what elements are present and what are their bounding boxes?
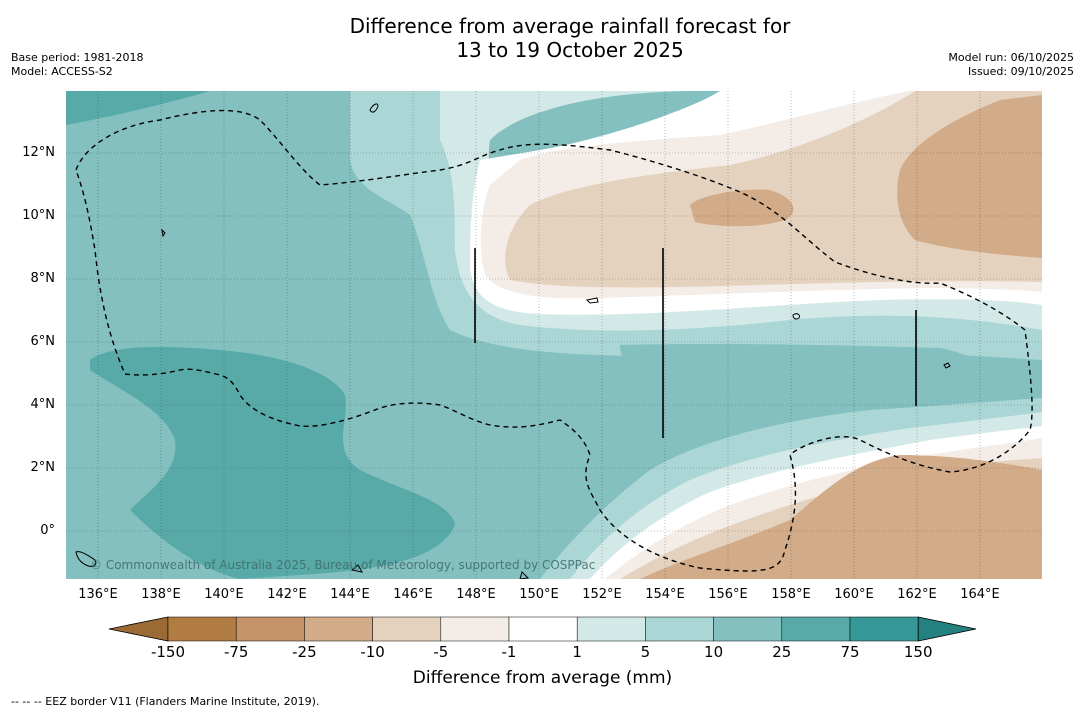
- colorbar-tick-label: 150: [903, 643, 933, 661]
- colorbar-tick-label: 5: [640, 643, 651, 661]
- contour-fills: [66, 91, 1042, 579]
- longitude-label: 136°E: [78, 587, 118, 602]
- colorbar-swatch: [713, 616, 783, 642]
- longitude-label: 152°E: [582, 587, 622, 602]
- colorbar-swatch: [235, 616, 305, 642]
- latitude-label: 0°: [40, 523, 55, 538]
- colorbar-tick-label: 75: [840, 643, 860, 661]
- colorbar-swatch: [781, 616, 851, 642]
- colorbar-swatch: [167, 616, 237, 642]
- colorbar-tick-label: 1: [572, 643, 582, 661]
- base-period: Base period: 1981-2018: [11, 51, 144, 64]
- longitude-label: 154°E: [645, 587, 685, 602]
- colorbar-swatch: [440, 616, 510, 642]
- title-line-1: Difference from average rainfall forecas…: [349, 14, 791, 38]
- latitude-label: 2°N: [30, 460, 56, 475]
- island-5: [943, 362, 951, 369]
- island-3: [585, 297, 599, 304]
- longitude-label: 138°E: [141, 587, 181, 602]
- graticule: [66, 91, 1042, 579]
- island-1: [369, 103, 379, 113]
- longitude-label: 160°E: [834, 587, 874, 602]
- island-7: [350, 564, 363, 573]
- island-2: [161, 228, 166, 238]
- eez-borders: [75, 109, 1033, 572]
- colorbar-swatch: [372, 616, 442, 642]
- colorbar-tick-label: 10: [704, 643, 724, 661]
- colorbar-title: Difference from average (mm): [412, 668, 673, 688]
- colorbar-tick-label: -25: [292, 643, 317, 661]
- latitude-label: 12°N: [22, 145, 55, 160]
- island-4: [792, 313, 800, 320]
- issued-date: Issued: 09/10/2025: [967, 65, 1074, 78]
- model-name: Model: ACCESS-S2: [11, 65, 113, 78]
- longitude-label: 146°E: [393, 587, 433, 602]
- colorbar-swatch: [645, 616, 714, 642]
- colorbar-tick-label: -150: [150, 643, 186, 661]
- map-title: Difference from average rainfall forecas…: [270, 14, 870, 62]
- fill-25-75-central: [620, 344, 977, 381]
- coastlines: [75, 103, 951, 579]
- longitude-label: 150°E: [519, 587, 559, 602]
- fill-25-75-top-left: [66, 91, 210, 125]
- colorbar-swatch: [304, 616, 373, 642]
- eez-legend-note: -- -- -- EEZ border V11 (Flanders Marine…: [11, 695, 320, 708]
- fill-brown-northeast: [897, 95, 1042, 258]
- longitude-label: 140°E: [204, 587, 244, 602]
- latitude-label: 10°N: [22, 208, 55, 223]
- colorbar-swatch: [849, 616, 919, 642]
- colorbar-tick-label: -1: [501, 643, 517, 661]
- eez-border-west: [75, 109, 1033, 572]
- latitude-label: 8°N: [30, 271, 56, 286]
- colorbar-tick-label: -10: [360, 643, 385, 661]
- fill-tan-north: [505, 91, 1042, 288]
- longitude-label: 158°E: [771, 587, 811, 602]
- model-run: Model run: 06/10/2025: [948, 51, 1074, 64]
- latitude-label: 4°N: [30, 397, 56, 412]
- colorbar-tick-label: -75: [223, 643, 249, 661]
- colorbar-swatch: [576, 616, 646, 642]
- island-8: [519, 571, 530, 579]
- copyright-notice: © Commonwealth of Australia 2025, Bureau…: [90, 558, 596, 572]
- meta-left: Base period: 1981-2018 Model: ACCESS-S2: [11, 51, 143, 79]
- longitude-label: 148°E: [456, 587, 496, 602]
- longitude-label: 142°E: [267, 587, 307, 602]
- title-line-2: 13 to 19 October 2025: [456, 38, 684, 62]
- fill-brown-south: [640, 455, 1042, 579]
- fill-25-75-south: [90, 347, 455, 579]
- colorbar-swatch: [508, 616, 578, 642]
- meta-right: Model run: 06/10/2025 Issued: 09/10/2025: [948, 51, 1074, 79]
- island-6: [75, 551, 97, 567]
- vertical-markers: [474, 248, 917, 438]
- colorbar-extend-high: [917, 616, 977, 642]
- colorbar-tick-label: 25: [772, 643, 792, 661]
- longitude-label: 162°E: [897, 587, 937, 602]
- colorbar: [108, 616, 977, 642]
- colorbar-extend-low: [108, 616, 169, 642]
- longitude-label: 164°E: [960, 587, 1000, 602]
- longitude-label: 144°E: [330, 587, 370, 602]
- colorbar-tick-label: -5: [433, 643, 449, 661]
- latitude-label: 6°N: [30, 334, 56, 349]
- longitude-label: 156°E: [708, 587, 748, 602]
- fill-brown-north: [690, 189, 794, 227]
